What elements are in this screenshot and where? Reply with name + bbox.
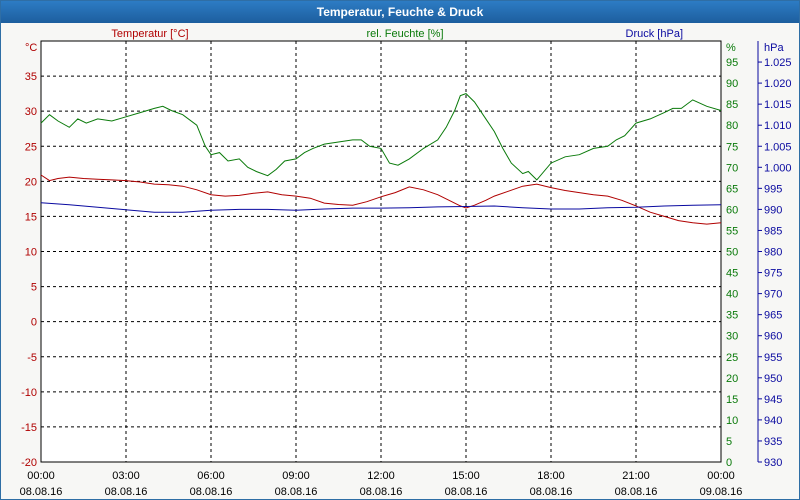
humidity-tick-label: 10 — [726, 415, 738, 427]
x-tick-date: 08.08.16 — [530, 486, 573, 498]
x-tick-time: 00:00 — [707, 470, 735, 482]
humidity-tick-label: 75 — [726, 141, 738, 153]
x-tick-date: 08.08.16 — [445, 486, 488, 498]
x-tick-time: 00:00 — [27, 470, 55, 482]
temperature-series-label: Temperatur [°C] — [111, 28, 188, 40]
pressure-tick-label: 1.025 — [764, 57, 792, 69]
humidity-tick-label: 95 — [726, 57, 738, 69]
humidity-unit: % — [726, 42, 736, 54]
humidity-tick-label: 0 — [726, 457, 732, 469]
humidity-tick-label: 30 — [726, 331, 738, 343]
humidity-tick-label: 85 — [726, 99, 738, 111]
x-tick-date: 09.08.16 — [700, 486, 743, 498]
x-tick-time: 03:00 — [112, 470, 140, 482]
x-tick-time: 15:00 — [452, 470, 480, 482]
humidity-tick-label: 20 — [726, 373, 738, 385]
pressure-tick-label: 1.015 — [764, 99, 792, 111]
humidity-tick-label: 5 — [726, 436, 732, 448]
temperature-tick-label: 0 — [31, 317, 37, 329]
x-tick-time: 12:00 — [367, 470, 395, 482]
pressure-tick-label: 955 — [764, 352, 782, 364]
pressure-tick-label: 930 — [764, 457, 782, 469]
pressure-tick-label: 980 — [764, 247, 782, 259]
temperature-tick-label: -5 — [27, 352, 37, 364]
humidity-tick-label: 45 — [726, 268, 738, 280]
x-tick-date: 08.08.16 — [105, 486, 148, 498]
x-tick-time: 21:00 — [622, 470, 650, 482]
humidity-tick-label: 65 — [726, 183, 738, 195]
humidity-tick-label: 80 — [726, 120, 738, 132]
temperature-tick-label: -10 — [21, 387, 37, 399]
pressure-series-line — [40, 202, 722, 213]
temperature-tick-label: 20 — [25, 176, 37, 188]
humidity-tick-label: 25 — [726, 352, 738, 364]
pressure-tick-label: 950 — [764, 373, 782, 385]
humidity-tick-label: 90 — [726, 78, 738, 90]
chart-title: Temperatur, Feuchte & Druck — [1, 1, 799, 23]
temperature-tick-label: 30 — [25, 106, 37, 118]
pressure-tick-label: 1.010 — [764, 120, 792, 132]
temperature-tick-label: 10 — [25, 247, 37, 259]
pressure-tick-label: 985 — [764, 225, 782, 237]
temperature-series-line — [40, 174, 722, 225]
pressure-tick-label: 990 — [764, 204, 782, 216]
temperature-tick-label: -15 — [21, 422, 37, 434]
pressure-series-label: Druck [hPa] — [626, 28, 683, 40]
humidity-tick-label: 55 — [726, 225, 738, 237]
temperature-tick-label: 25 — [25, 141, 37, 153]
pressure-tick-label: 1.020 — [764, 78, 792, 90]
pressure-tick-label: 935 — [764, 436, 782, 448]
pressure-tick-label: 995 — [764, 183, 782, 195]
x-tick-date: 08.08.16 — [275, 486, 318, 498]
humidity-tick-label: 60 — [726, 204, 738, 216]
x-tick-date: 08.08.16 — [615, 486, 658, 498]
pressure-unit: hPa — [764, 42, 784, 54]
humidity-tick-label: 15 — [726, 394, 738, 406]
humidity-tick-label: 35 — [726, 310, 738, 322]
x-tick-time: 06:00 — [197, 470, 225, 482]
humidity-tick-label: 50 — [726, 247, 738, 259]
x-tick-date: 08.08.16 — [360, 486, 403, 498]
pressure-tick-label: 1.000 — [764, 162, 792, 174]
temperature-tick-label: 35 — [25, 71, 37, 83]
temperature-tick-label: -20 — [21, 457, 37, 469]
pressure-tick-label: 940 — [764, 415, 782, 427]
x-tick-date: 08.08.16 — [20, 486, 63, 498]
x-tick-date: 08.08.16 — [190, 486, 233, 498]
pressure-tick-label: 1.005 — [764, 141, 792, 153]
temperature-tick-label: 15 — [25, 211, 37, 223]
temperature-tick-label: 5 — [31, 282, 37, 294]
x-tick-time: 09:00 — [282, 470, 310, 482]
x-tick-time: 18:00 — [537, 470, 565, 482]
pressure-tick-label: 945 — [764, 394, 782, 406]
humidity-tick-label: 40 — [726, 289, 738, 301]
pressure-tick-label: 975 — [764, 268, 782, 280]
pressure-tick-label: 965 — [764, 310, 782, 322]
pressure-tick-label: 960 — [764, 331, 782, 343]
humidity-series-label: rel. Feuchte [%] — [366, 28, 443, 40]
humidity-series-line — [40, 93, 722, 181]
pressure-tick-label: 970 — [764, 289, 782, 301]
temperature-unit: °C — [25, 42, 37, 54]
humidity-tick-label: 70 — [726, 162, 738, 174]
